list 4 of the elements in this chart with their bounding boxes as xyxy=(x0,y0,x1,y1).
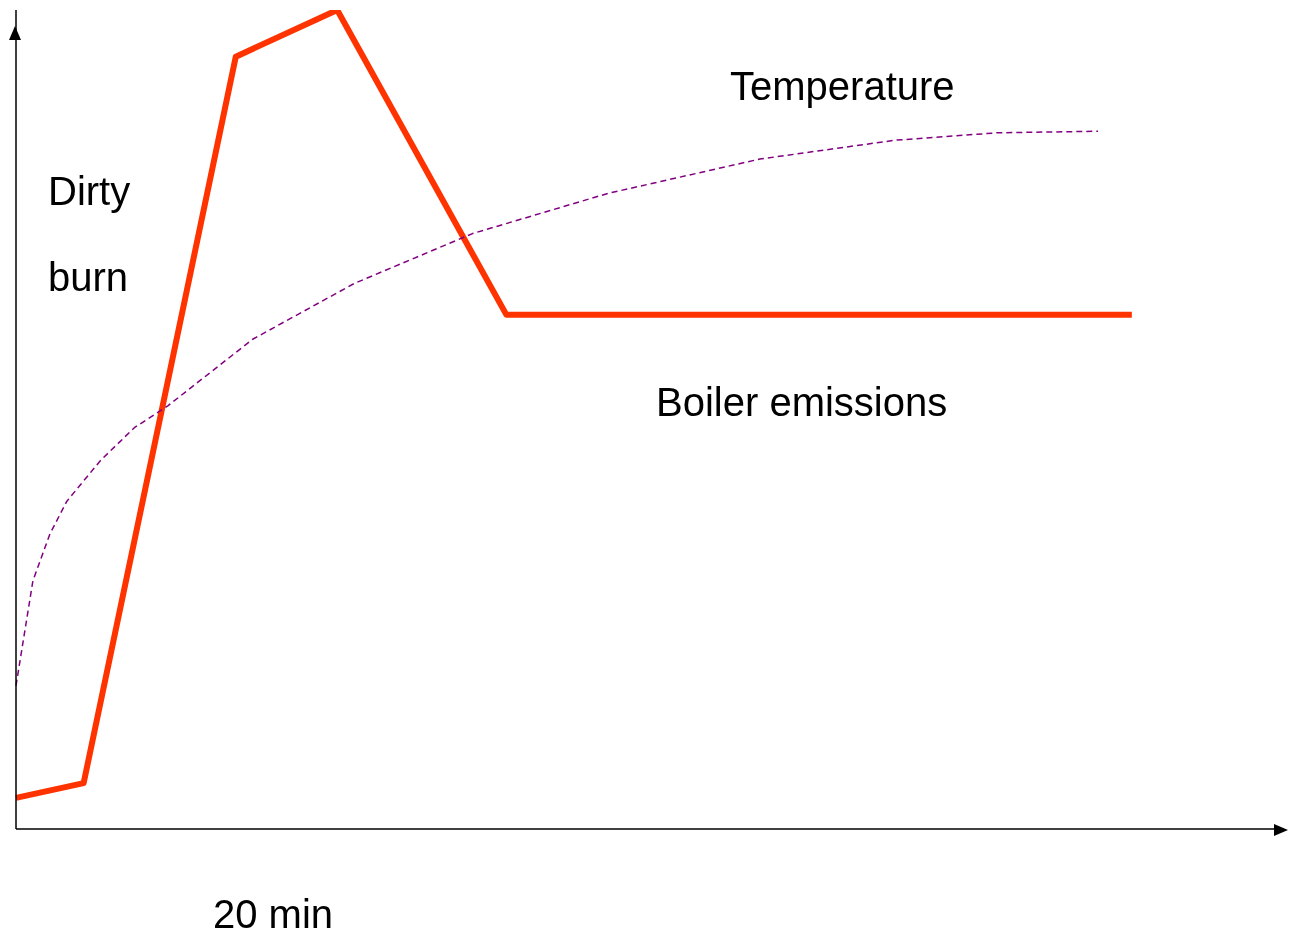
x-axis-title: 20 min xyxy=(213,892,334,937)
series-label: Boiler emissions xyxy=(656,380,948,425)
series-label: Temperature xyxy=(730,64,955,109)
annotation: Dirty burn xyxy=(48,168,132,301)
